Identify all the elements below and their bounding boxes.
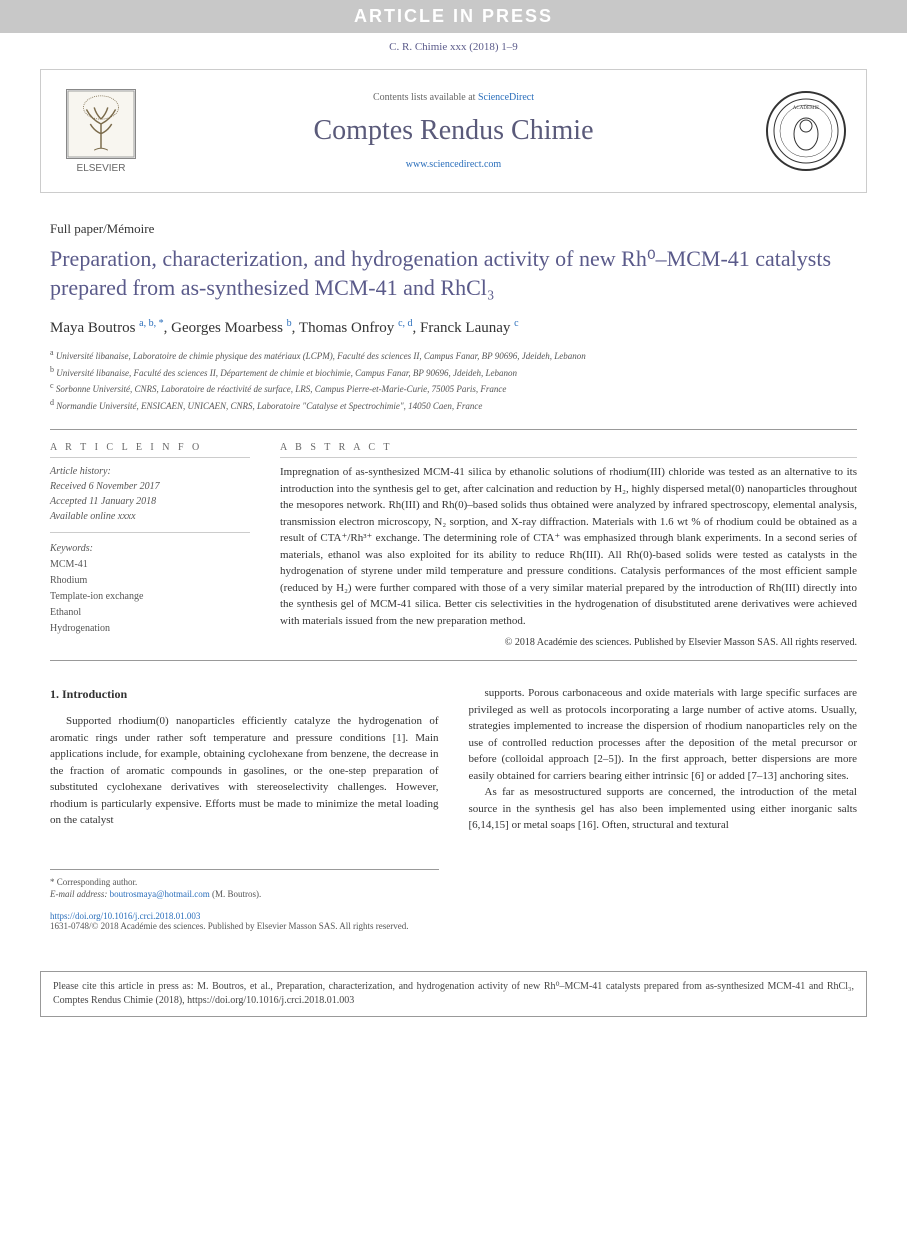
elsevier-logo: ELSEVIER [61,86,141,176]
email-line: E-mail address: boutrosmaya@hotmail.com … [50,888,439,901]
elsevier-tree-icon [66,89,136,159]
doi-link[interactable]: https://doi.org/10.1016/j.crci.2018.01.0… [50,911,857,921]
keyword: Template-ion exchange [50,589,250,605]
author-affil: b [287,318,292,329]
column-right: supports. Porous carbonaceous and oxide … [469,685,858,901]
affiliation: c Sorbonne Université, CNRS, Laboratoire… [50,380,857,397]
citation-top: C. R. Chimie xxx (2018) 1–9 [0,33,907,61]
affil-text: Université libanaise, Laboratoire de chi… [56,351,586,361]
affil-text: Université libanaise, Faculté des scienc… [56,368,517,378]
author-name: Thomas Onfroy [299,320,394,336]
email-label: E-mail address: [50,889,110,899]
author-name: Franck Launay [420,320,510,336]
article-info-heading: A R T I C L E I N F O [50,442,250,458]
header-center: Contents lists available at ScienceDirec… [141,92,766,170]
keyword: Hydrogenation [50,621,250,637]
sciencedirect-link[interactable]: ScienceDirect [478,92,534,103]
author-affil: c [514,318,518,329]
email-link[interactable]: boutrosmaya@hotmail.com [110,889,210,899]
affil-text: Sorbonne Université, CNRS, Laboratoire d… [56,384,507,394]
citation-box: Please cite this article in press as: M.… [40,971,867,1017]
abstract-text: Impregnation of as-synthesized MCM-41 si… [280,464,857,629]
body-columns: 1. Introduction Supported rhodium(0) nan… [50,685,857,901]
article-content: Full paper/Mémoire Preparation, characte… [0,201,907,951]
affil-text: Normandie Université, ENSICAEN, UNICAEN,… [56,401,482,411]
history-label: Article history: [50,464,250,479]
affil-sup: d [50,398,54,407]
column-left: 1. Introduction Supported rhodium(0) nan… [50,685,439,901]
journal-name: Comptes Rendus Chimie [141,115,766,147]
affiliations: a Université libanaise, Laboratoire de c… [50,347,857,413]
online-date: Available online xxxx [50,509,250,524]
journal-header: ELSEVIER Contents lists available at Sci… [40,69,867,193]
affiliation: a Université libanaise, Laboratoire de c… [50,347,857,364]
abstract-heading: A B S T R A C T [280,442,857,458]
footer-note: * Corresponding author. E-mail address: … [50,869,439,901]
affil-sup: c [50,381,54,390]
abstract: A B S T R A C T Impregnation of as-synth… [280,442,857,648]
email-name: (M. Boutros). [210,889,262,899]
journal-url[interactable]: www.sciencedirect.com [141,159,766,170]
body-paragraph: Supported rhodium(0) nanoparticles effic… [50,713,439,829]
journal-seal: ACADEMIE [766,91,846,171]
affiliation: b Université libanaise, Faculté des scie… [50,364,857,381]
author-affil: a, b, * [139,318,163,329]
elsevier-name: ELSEVIER [77,163,126,174]
authors-line: Maya Boutros a, b, *, Georges Moarbess b… [50,318,857,337]
keyword: Rhodium [50,573,250,589]
info-abstract-row: A R T I C L E I N F O Article history: R… [50,429,857,661]
article-in-press-banner: ARTICLE IN PRESS [0,0,907,33]
accepted-date: Accepted 11 January 2018 [50,494,250,509]
article-info: A R T I C L E I N F O Article history: R… [50,442,250,648]
seal-icon: ACADEMIE [771,96,841,166]
body-paragraph: As far as mesostructured supports are co… [469,784,858,834]
keywords-label: Keywords: [50,541,250,557]
article-title: Preparation, characterization, and hydro… [50,245,857,302]
article-type: Full paper/Mémoire [50,221,857,237]
body-paragraph: supports. Porous carbonaceous and oxide … [469,685,858,784]
affil-sup: b [50,365,54,374]
abstract-copyright: © 2018 Académie des sciences. Published … [280,637,857,648]
keyword: MCM-41 [50,557,250,573]
keyword: Ethanol [50,605,250,621]
section-heading: 1. Introduction [50,685,439,703]
article-history: Article history: Received 6 November 201… [50,464,250,533]
affiliation: d Normandie Université, ENSICAEN, UNICAE… [50,397,857,414]
corresponding-author: * Corresponding author. [50,876,439,889]
author-affil: c, d [398,318,412,329]
affil-sup: a [50,348,54,357]
author-name: Maya Boutros [50,320,135,336]
keywords: Keywords: MCM-41 Rhodium Template-ion ex… [50,541,250,637]
author-name: Georges Moarbess [171,320,283,336]
bottom-copyright: 1631-0748/© 2018 Académie des sciences. … [50,921,857,931]
svg-text:ACADEMIE: ACADEMIE [793,106,819,111]
contents-available-line: Contents lists available at ScienceDirec… [141,92,766,103]
contents-prefix: Contents lists available at [373,92,478,103]
received-date: Received 6 November 2017 [50,479,250,494]
